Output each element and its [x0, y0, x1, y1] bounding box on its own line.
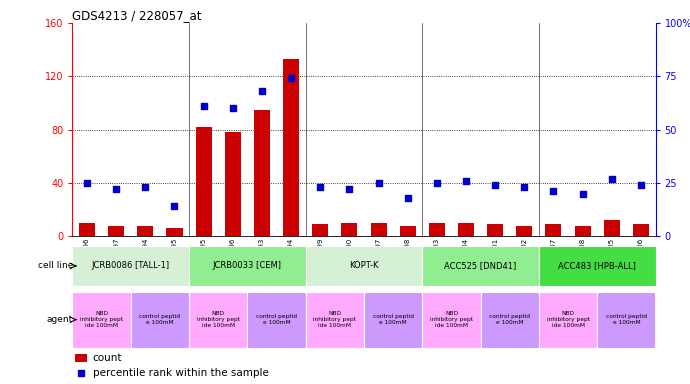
Point — [607, 175, 618, 182]
Text: control peptid
e 100mM: control peptid e 100mM — [139, 314, 180, 325]
Bar — [546, 224, 562, 236]
Text: cell line: cell line — [38, 262, 73, 270]
Bar — [575, 225, 591, 236]
Text: percentile rank within the sample: percentile rank within the sample — [93, 368, 268, 378]
Bar — [371, 223, 386, 236]
Text: control peptid
e 100mM: control peptid e 100mM — [256, 314, 297, 325]
Point — [76, 370, 87, 376]
Bar — [539, 246, 656, 286]
Bar — [539, 292, 597, 348]
Bar — [633, 224, 649, 236]
Bar — [254, 109, 270, 236]
Bar — [75, 354, 87, 362]
Bar — [516, 225, 532, 236]
Point — [286, 75, 297, 81]
Point — [402, 195, 413, 201]
Bar — [458, 223, 474, 236]
Point — [169, 203, 180, 209]
Point — [373, 180, 384, 186]
Text: count: count — [93, 353, 122, 363]
Point — [431, 180, 442, 186]
Bar — [79, 223, 95, 236]
Text: NBD
inhibitory pept
ide 100mM: NBD inhibitory pept ide 100mM — [197, 311, 239, 328]
Text: agent: agent — [47, 315, 73, 324]
Bar — [189, 292, 248, 348]
Point — [519, 184, 530, 190]
Text: JCRB0086 [TALL-1]: JCRB0086 [TALL-1] — [92, 262, 170, 270]
Text: ACC483 [HPB-ALL]: ACC483 [HPB-ALL] — [558, 262, 636, 270]
Point — [315, 184, 326, 190]
Bar — [429, 223, 445, 236]
Bar — [313, 224, 328, 236]
Text: control peptid
e 100mM: control peptid e 100mM — [489, 314, 530, 325]
Bar — [487, 224, 503, 236]
Point — [257, 88, 268, 94]
Bar — [166, 228, 182, 236]
Bar — [283, 59, 299, 236]
Point — [140, 184, 151, 190]
Bar — [131, 292, 189, 348]
Point — [577, 190, 588, 197]
Bar — [196, 127, 212, 236]
Point — [635, 182, 647, 188]
Bar — [225, 132, 241, 236]
Bar — [306, 246, 422, 286]
Text: NBD
inhibitory pept
ide 100mM: NBD inhibitory pept ide 100mM — [80, 311, 123, 328]
Bar — [342, 223, 357, 236]
Point — [460, 178, 471, 184]
Bar — [422, 292, 480, 348]
Text: NBD
inhibitory pept
ide 100mM: NBD inhibitory pept ide 100mM — [546, 311, 589, 328]
Text: NBD
inhibitory pept
ide 100mM: NBD inhibitory pept ide 100mM — [430, 311, 473, 328]
Bar — [364, 292, 422, 348]
Bar — [108, 225, 124, 236]
Bar — [422, 246, 539, 286]
Point — [490, 182, 501, 188]
Text: ACC525 [DND41]: ACC525 [DND41] — [444, 262, 517, 270]
Bar — [72, 246, 189, 286]
Text: control peptid
e 100mM: control peptid e 100mM — [606, 314, 647, 325]
Bar — [400, 225, 415, 236]
Point — [227, 105, 238, 111]
Bar — [597, 292, 656, 348]
Text: KOPT-K: KOPT-K — [349, 262, 379, 270]
Text: GDS4213 / 228057_at: GDS4213 / 228057_at — [72, 9, 202, 22]
Bar — [480, 292, 539, 348]
Point — [110, 186, 121, 192]
Bar — [189, 246, 306, 286]
Text: JCRB0033 [CEM]: JCRB0033 [CEM] — [213, 262, 282, 270]
Bar — [306, 292, 364, 348]
Point — [344, 186, 355, 192]
Text: NBD
inhibitory pept
ide 100mM: NBD inhibitory pept ide 100mM — [313, 311, 356, 328]
Bar — [137, 225, 153, 236]
Point — [548, 188, 559, 194]
Bar — [72, 292, 131, 348]
Text: control peptid
e 100mM: control peptid e 100mM — [373, 314, 413, 325]
Point — [81, 180, 92, 186]
Bar — [604, 220, 620, 236]
Point — [198, 103, 209, 109]
Bar — [248, 292, 306, 348]
